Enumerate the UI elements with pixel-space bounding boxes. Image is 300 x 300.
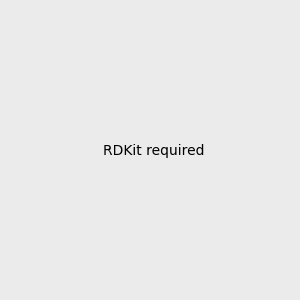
Text: RDKit required: RDKit required (103, 145, 205, 158)
